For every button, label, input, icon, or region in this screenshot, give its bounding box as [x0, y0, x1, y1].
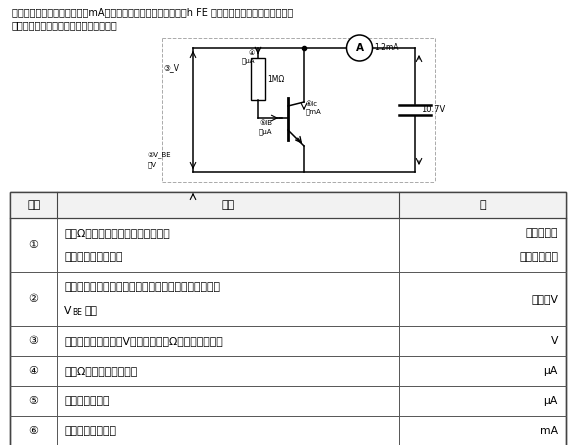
Text: ベース電流は、: ベース電流は、 [65, 396, 110, 406]
Text: ＿μA: ＿μA [241, 57, 255, 64]
Text: μA: μA [544, 366, 558, 376]
Text: 1MΩ: 1MΩ [267, 74, 284, 84]
Text: ③_V: ③_V [163, 64, 179, 73]
Text: ④: ④ [249, 50, 255, 56]
Text: ②V_BE: ②V_BE [148, 152, 172, 158]
Text: は、: は、 [84, 306, 97, 316]
Text: 約　　V: 約 V [531, 294, 558, 304]
Text: 電源電圧が１０．７Vだから、１ＭΩの両端電圧は、: 電源電圧が１０．７Vだから、１ＭΩの両端電圧は、 [65, 336, 223, 346]
Text: V: V [551, 336, 558, 346]
Text: ③: ③ [29, 336, 39, 346]
Text: mA: mA [540, 426, 558, 436]
Text: １ＭΩに流れる電流は、: １ＭΩに流れる電流は、 [65, 366, 138, 376]
Text: １ＭΩがあるため、ベース電流は、: １ＭΩがあるため、ベース電流は、 [65, 228, 170, 238]
Circle shape [347, 35, 373, 61]
Text: コレクタ電流は、: コレクタ電流は、 [65, 426, 116, 436]
Text: ④: ④ [29, 366, 39, 376]
Text: （選んでください）: （選んでください） [65, 252, 123, 262]
Bar [10, 192, 566, 445]
Text: ⑥: ⑥ [29, 426, 39, 436]
Text: ⑤: ⑤ [29, 396, 39, 406]
Text: 番号: 番号 [27, 200, 40, 210]
Text: 質問: 質問 [222, 200, 235, 210]
Text: ＿V: ＿V [148, 162, 157, 168]
Text: ⑥Ic: ⑥Ic [306, 101, 318, 107]
Text: 1.2mA: 1.2mA [374, 44, 399, 53]
Text: BE: BE [72, 308, 82, 317]
Text: ＿mA: ＿mA [306, 109, 322, 115]
Bar [10, 192, 566, 445]
Text: ②: ② [29, 294, 39, 304]
Text: ⑤IB: ⑤IB [259, 120, 272, 126]
Text: ①: ① [29, 240, 39, 250]
Bar [251, 58, 265, 100]
Text: μA: μA [544, 396, 558, 406]
Text: ベース電流が流れているとき、ベースエミッタ間電圧: ベース電流が流れているとき、ベースエミッタ間電圧 [65, 282, 220, 292]
Bar [10, 192, 566, 218]
Text: 流れている: 流れている [525, 228, 558, 238]
Text: 流れていない: 流れていない [519, 252, 558, 262]
Text: 10.7V: 10.7V [421, 105, 445, 114]
Text: A: A [355, 43, 363, 53]
Text: 上図の回路で電流計が１．２mAを示しました。トランジスタのh FE は何倍ですか。下図を参考に、: 上図の回路で電流計が１．２mAを示しました。トランジスタのh FE は何倍ですか… [12, 7, 293, 17]
Text: V: V [65, 306, 72, 316]
Text: 値: 値 [479, 200, 486, 210]
Text: 下表に書き込みながら考えてください。: 下表に書き込みながら考えてください。 [12, 20, 118, 30]
Text: ＿μA: ＿μA [259, 128, 272, 134]
